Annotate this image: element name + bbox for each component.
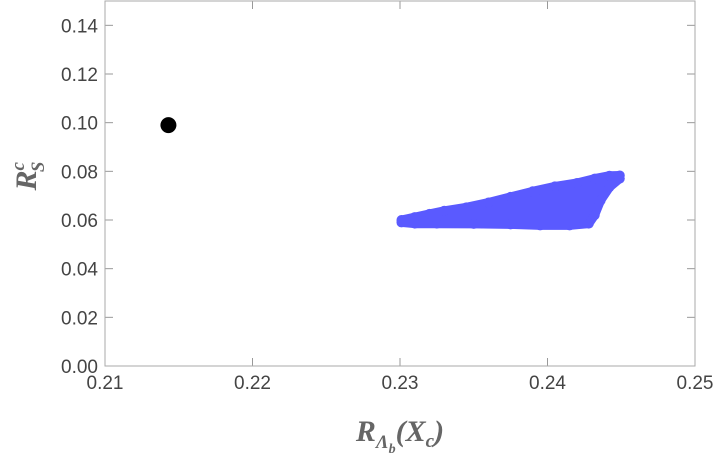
x-axis-label-sub: Λ — [374, 432, 389, 453]
x-axis-label: RΛb(Xc) — [355, 415, 444, 456]
scatter-point — [595, 195, 606, 206]
plot-frame — [104, 0, 696, 367]
scatter-point — [527, 186, 538, 197]
scatter-point — [589, 210, 600, 221]
y-tick-label: 0.08 — [61, 162, 98, 183]
x-tick-label: 0.25 — [677, 373, 714, 394]
scatter-point — [431, 218, 442, 229]
scatter-point — [505, 219, 516, 230]
y-axis-label-sub: S — [28, 161, 49, 172]
x-tick-label: 0.24 — [529, 373, 566, 394]
y-axis-label: RcS — [8, 161, 49, 191]
x-axis-label-close: ) — [431, 415, 444, 448]
x-axis-label-main: R — [355, 415, 376, 448]
reference-point — [160, 117, 177, 134]
y-tick-label: 0.00 — [61, 357, 98, 378]
x-tick-label: 0.21 — [87, 373, 124, 394]
y-tick-label: 0.10 — [61, 114, 98, 135]
y-tick-label: 0.02 — [61, 308, 98, 329]
x-tick-label: 0.22 — [234, 373, 271, 394]
y-axis-label-sup: c — [8, 162, 29, 171]
scatter-point — [468, 218, 479, 229]
scatter-point — [614, 173, 625, 184]
scatter-point — [535, 220, 546, 231]
scatter-point — [589, 173, 600, 184]
scatter-point — [564, 220, 575, 231]
scatter-point — [505, 191, 516, 202]
scatter-point — [583, 218, 594, 229]
scatter-point — [604, 182, 615, 193]
x-tick-label: 0.23 — [382, 373, 419, 394]
x-axis-label-arg-sub: c — [426, 431, 435, 452]
scatter-point — [572, 178, 582, 189]
scatter-point — [604, 170, 615, 181]
scatter-point — [549, 181, 560, 192]
y-tick-label: 0.14 — [61, 16, 98, 37]
scatter-point — [424, 208, 435, 219]
y-tick-label: 0.04 — [61, 260, 98, 281]
scatter-point — [396, 217, 407, 228]
scatter-point — [439, 205, 450, 216]
y-axis-label-main: R — [10, 171, 43, 192]
scatter-point — [483, 197, 494, 208]
scatter-point — [461, 202, 472, 213]
y-tick-label: 0.06 — [61, 211, 98, 232]
y-tick-label: 0.12 — [61, 65, 98, 86]
scatter-point — [409, 218, 420, 229]
x-axis-label-subsub: b — [389, 442, 396, 456]
x-axis-label-arg: (X — [396, 415, 427, 448]
